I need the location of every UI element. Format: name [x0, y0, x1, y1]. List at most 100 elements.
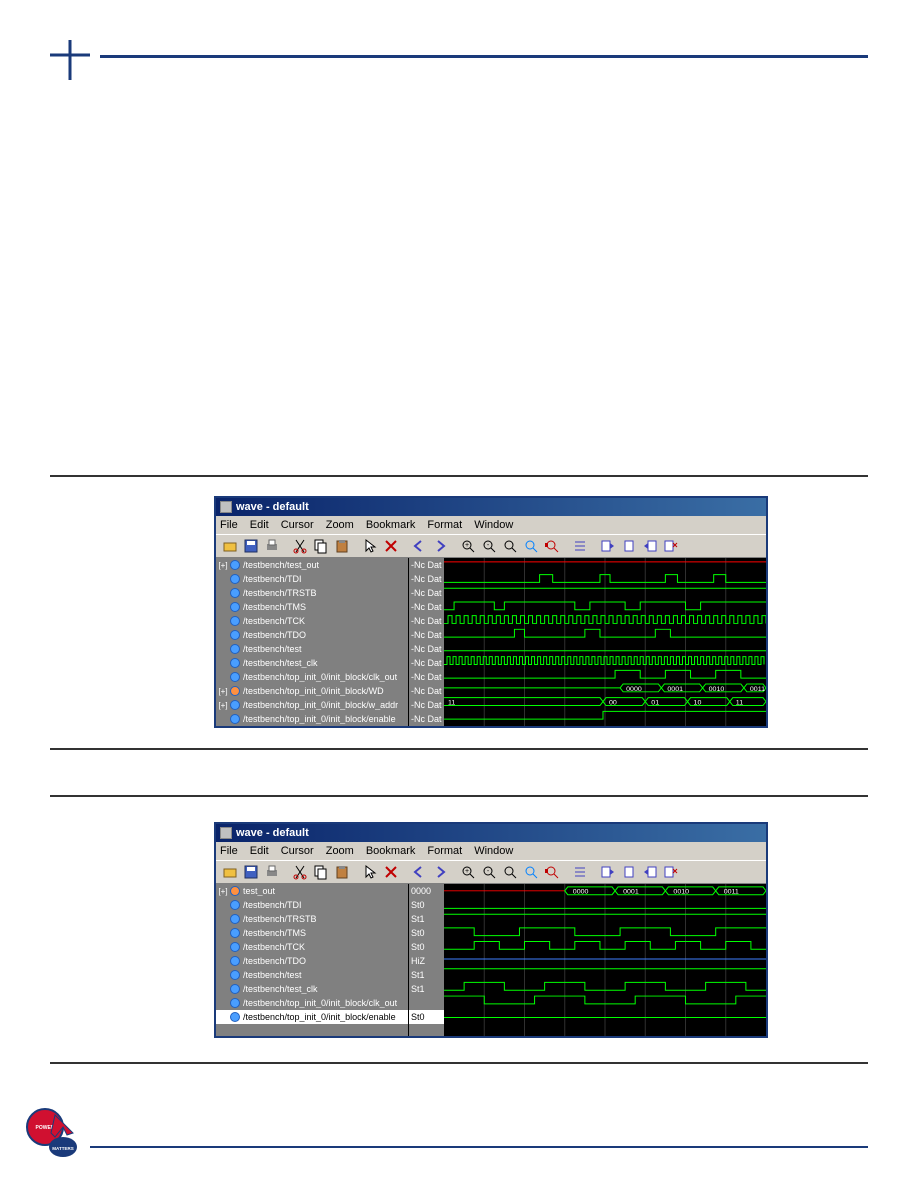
- signal-row[interactable]: /testbench/test: [216, 642, 408, 656]
- tree-toggle-icon[interactable]: [218, 942, 228, 952]
- zoom-out-icon[interactable]: -: [479, 536, 499, 556]
- tree-toggle-icon[interactable]: [218, 616, 228, 626]
- menu-zoom[interactable]: Zoom: [326, 519, 354, 531]
- signal-list[interactable]: [+] test_out /testbench/TDI /testbench/T…: [216, 884, 408, 1036]
- tree-toggle-icon[interactable]: [218, 900, 228, 910]
- find-next-icon[interactable]: [640, 862, 660, 882]
- tree-toggle-icon[interactable]: [218, 630, 228, 640]
- copy-icon[interactable]: [311, 536, 331, 556]
- tree-toggle-icon[interactable]: [218, 914, 228, 924]
- signal-row[interactable]: /testbench/top_init_0/init_block/clk_out: [216, 670, 408, 684]
- find-icon[interactable]: [619, 536, 639, 556]
- signal-row[interactable]: /testbench/TDI: [216, 572, 408, 586]
- toolbar[interactable]: +-: [216, 860, 766, 884]
- tree-toggle-icon[interactable]: [218, 588, 228, 598]
- find-stop-icon[interactable]: [661, 536, 681, 556]
- paste-icon[interactable]: [332, 862, 352, 882]
- signal-list[interactable]: [+] /testbench/test_out /testbench/TDI /…: [216, 558, 408, 726]
- find-icon[interactable]: [619, 862, 639, 882]
- prev-icon[interactable]: [409, 862, 429, 882]
- open-icon[interactable]: [220, 862, 240, 882]
- zoom-in-icon[interactable]: +: [458, 536, 478, 556]
- tree-toggle-icon[interactable]: [218, 928, 228, 938]
- signal-row[interactable]: /testbench/test: [216, 968, 408, 982]
- tree-toggle-icon[interactable]: [+]: [218, 560, 228, 570]
- waveform-area[interactable]: 0000000100100011: [444, 884, 766, 1036]
- prev-icon[interactable]: [409, 536, 429, 556]
- next-icon[interactable]: [430, 536, 450, 556]
- tree-toggle-icon[interactable]: [218, 574, 228, 584]
- signal-row[interactable]: [+] /testbench/top_init_0/init_block/w_a…: [216, 698, 408, 712]
- menu-bookmark[interactable]: Bookmark: [366, 519, 416, 531]
- delete-icon[interactable]: [381, 862, 401, 882]
- titlebar[interactable]: wave - default: [216, 498, 766, 516]
- menu-file[interactable]: File: [220, 519, 238, 531]
- save-icon[interactable]: [241, 862, 261, 882]
- zoom-fit-icon[interactable]: [500, 536, 520, 556]
- print-icon[interactable]: [262, 536, 282, 556]
- waveform-area[interactable]: 00000001001000111100011011: [444, 558, 766, 726]
- paste-icon[interactable]: [332, 536, 352, 556]
- print-icon[interactable]: [262, 862, 282, 882]
- tree-toggle-icon[interactable]: [218, 658, 228, 668]
- signal-row[interactable]: /testbench/top_init_0/init_block/enable: [216, 712, 408, 726]
- tree-toggle-icon[interactable]: [218, 602, 228, 612]
- tree-toggle-icon[interactable]: [218, 998, 228, 1008]
- find-stop-icon[interactable]: [661, 862, 681, 882]
- pointer-icon[interactable]: [360, 862, 380, 882]
- signal-row[interactable]: /testbench/TRSTB: [216, 586, 408, 600]
- tree-toggle-icon[interactable]: [218, 984, 228, 994]
- zoom-fit-icon[interactable]: [500, 862, 520, 882]
- tree-toggle-icon[interactable]: [+]: [218, 886, 228, 896]
- tree-toggle-icon[interactable]: [+]: [218, 700, 228, 710]
- tree-toggle-icon[interactable]: [218, 970, 228, 980]
- cut-icon[interactable]: [290, 862, 310, 882]
- signal-row[interactable]: /testbench/TDI: [216, 898, 408, 912]
- tree-toggle-icon[interactable]: [218, 1012, 228, 1022]
- menubar[interactable]: FileEditCursorZoomBookmarkFormatWindow: [216, 842, 766, 860]
- toolbar[interactable]: +-: [216, 534, 766, 558]
- signal-row[interactable]: /testbench/TCK: [216, 940, 408, 954]
- find-prev-icon[interactable]: [598, 536, 618, 556]
- save-icon[interactable]: [241, 536, 261, 556]
- zoom-region-icon[interactable]: [521, 862, 541, 882]
- list-icon[interactable]: [570, 536, 590, 556]
- signal-row[interactable]: [+] test_out: [216, 884, 408, 898]
- menu-edit[interactable]: Edit: [250, 519, 269, 531]
- menu-zoom[interactable]: Zoom: [326, 845, 354, 857]
- menu-window[interactable]: Window: [474, 519, 513, 531]
- signal-row[interactable]: /testbench/TDO: [216, 628, 408, 642]
- find-next-icon[interactable]: [640, 536, 660, 556]
- next-icon[interactable]: [430, 862, 450, 882]
- tree-toggle-icon[interactable]: [+]: [218, 686, 228, 696]
- cut-icon[interactable]: [290, 536, 310, 556]
- signal-row[interactable]: [+] /testbench/test_out: [216, 558, 408, 572]
- delete-icon[interactable]: [381, 536, 401, 556]
- signal-row[interactable]: /testbench/TDO: [216, 954, 408, 968]
- zoom-in-icon[interactable]: +: [458, 862, 478, 882]
- list-icon[interactable]: [570, 862, 590, 882]
- signal-row[interactable]: /testbench/TRSTB: [216, 912, 408, 926]
- menu-cursor[interactable]: Cursor: [281, 845, 314, 857]
- titlebar[interactable]: wave - default: [216, 824, 766, 842]
- signal-row[interactable]: /testbench/test_clk: [216, 982, 408, 996]
- menubar[interactable]: FileEditCursorZoomBookmarkFormatWindow: [216, 516, 766, 534]
- tree-toggle-icon[interactable]: [218, 644, 228, 654]
- zoom-out-icon[interactable]: -: [479, 862, 499, 882]
- menu-bookmark[interactable]: Bookmark: [366, 845, 416, 857]
- signal-row[interactable]: /testbench/TMS: [216, 926, 408, 940]
- signal-row[interactable]: /testbench/top_init_0/init_block/enable: [216, 1010, 408, 1024]
- pointer-icon[interactable]: [360, 536, 380, 556]
- menu-cursor[interactable]: Cursor: [281, 519, 314, 531]
- signal-row[interactable]: /testbench/top_init_0/init_block/clk_out: [216, 996, 408, 1010]
- signal-row[interactable]: /testbench/TMS: [216, 600, 408, 614]
- signal-row[interactable]: /testbench/test_clk: [216, 656, 408, 670]
- zoom-region-icon[interactable]: [521, 536, 541, 556]
- zoom-cursor-icon[interactable]: [542, 862, 562, 882]
- menu-window[interactable]: Window: [474, 845, 513, 857]
- tree-toggle-icon[interactable]: [218, 714, 228, 724]
- menu-edit[interactable]: Edit: [250, 845, 269, 857]
- menu-file[interactable]: File: [220, 845, 238, 857]
- tree-toggle-icon[interactable]: [218, 956, 228, 966]
- copy-icon[interactable]: [311, 862, 331, 882]
